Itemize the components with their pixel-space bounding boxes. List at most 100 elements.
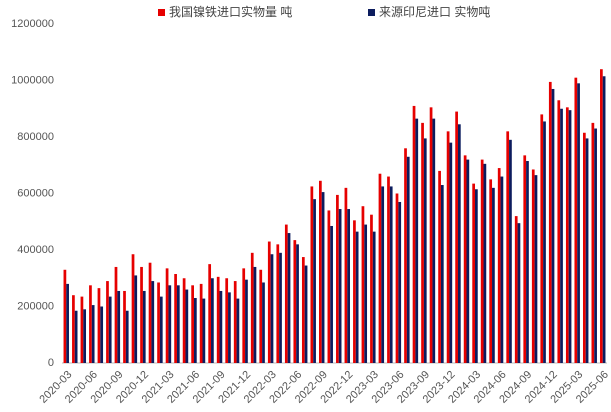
legend-swatch <box>368 9 375 16</box>
bar <box>182 278 186 363</box>
y-tick-label: 600000 <box>17 187 54 199</box>
bar <box>517 223 521 363</box>
bar <box>500 176 504 363</box>
bar <box>159 296 163 363</box>
bar <box>142 290 146 363</box>
bar <box>72 295 75 363</box>
bar <box>600 69 603 363</box>
bar <box>165 268 169 363</box>
bar <box>591 122 595 363</box>
bar <box>355 231 359 363</box>
bar <box>582 132 586 363</box>
bar <box>228 292 231 363</box>
bar <box>242 268 246 363</box>
bar <box>344 187 348 363</box>
bar <box>250 252 254 363</box>
bar <box>509 139 512 363</box>
bar <box>296 244 299 363</box>
bar <box>594 128 597 363</box>
bar <box>381 186 385 363</box>
bar <box>157 282 160 363</box>
bar <box>398 201 402 363</box>
bar <box>176 285 180 363</box>
bar <box>191 285 194 363</box>
bar <box>446 131 450 363</box>
bar <box>361 206 365 363</box>
bar <box>330 225 333 363</box>
bar <box>151 281 155 363</box>
y-tick-label: 0 <box>48 357 54 369</box>
bar <box>270 254 274 363</box>
bar <box>372 231 376 363</box>
bar <box>404 148 407 363</box>
bar <box>492 187 495 363</box>
bar <box>219 290 223 363</box>
bar <box>321 192 325 363</box>
bar <box>480 159 484 363</box>
bar <box>463 155 467 363</box>
bar <box>415 118 419 363</box>
bar <box>336 194 339 363</box>
bar <box>319 180 322 363</box>
bar <box>66 283 69 363</box>
bar <box>253 266 257 363</box>
bar <box>74 310 78 363</box>
bar <box>100 306 104 363</box>
bar <box>310 186 314 363</box>
bar <box>565 107 569 364</box>
y-tick-label: 800000 <box>17 131 54 143</box>
bar <box>574 77 578 364</box>
bar <box>523 155 527 363</box>
bar <box>449 142 453 363</box>
bar <box>327 210 331 363</box>
bar <box>199 283 203 363</box>
bar <box>353 220 356 363</box>
bar <box>108 296 112 363</box>
bar <box>475 189 478 363</box>
y-tick-label: 1000000 <box>11 74 54 86</box>
bar <box>279 252 282 363</box>
bar <box>313 199 316 363</box>
bar <box>259 269 263 363</box>
bar <box>134 275 138 363</box>
bar <box>440 185 444 363</box>
bar <box>540 114 544 364</box>
bar <box>211 278 214 363</box>
bar <box>148 262 152 363</box>
bar <box>534 175 538 363</box>
bar <box>568 110 572 363</box>
bar <box>489 179 493 363</box>
bar <box>293 240 297 363</box>
bar <box>301 257 305 363</box>
bar <box>140 266 143 363</box>
bar <box>387 176 390 363</box>
bar <box>236 298 240 363</box>
bar <box>466 159 470 363</box>
bar <box>514 216 518 363</box>
bar <box>370 214 373 363</box>
bar <box>338 209 342 363</box>
bar <box>276 244 280 363</box>
bar <box>585 138 589 363</box>
bar <box>543 121 546 364</box>
bar <box>106 281 109 363</box>
y-tick-label: 400000 <box>17 244 54 256</box>
bar <box>267 241 271 363</box>
bar <box>287 233 291 363</box>
bar <box>63 269 67 363</box>
bar <box>347 209 350 363</box>
bar <box>208 264 212 363</box>
bar <box>412 105 416 364</box>
bar <box>389 186 393 363</box>
bar <box>526 161 529 363</box>
bar <box>91 305 95 363</box>
bar <box>131 254 135 363</box>
bar <box>114 266 118 363</box>
bar <box>83 309 87 363</box>
bar <box>483 163 487 363</box>
bar <box>429 107 433 364</box>
bar <box>193 298 197 363</box>
bar <box>225 278 229 363</box>
bar <box>304 265 308 363</box>
